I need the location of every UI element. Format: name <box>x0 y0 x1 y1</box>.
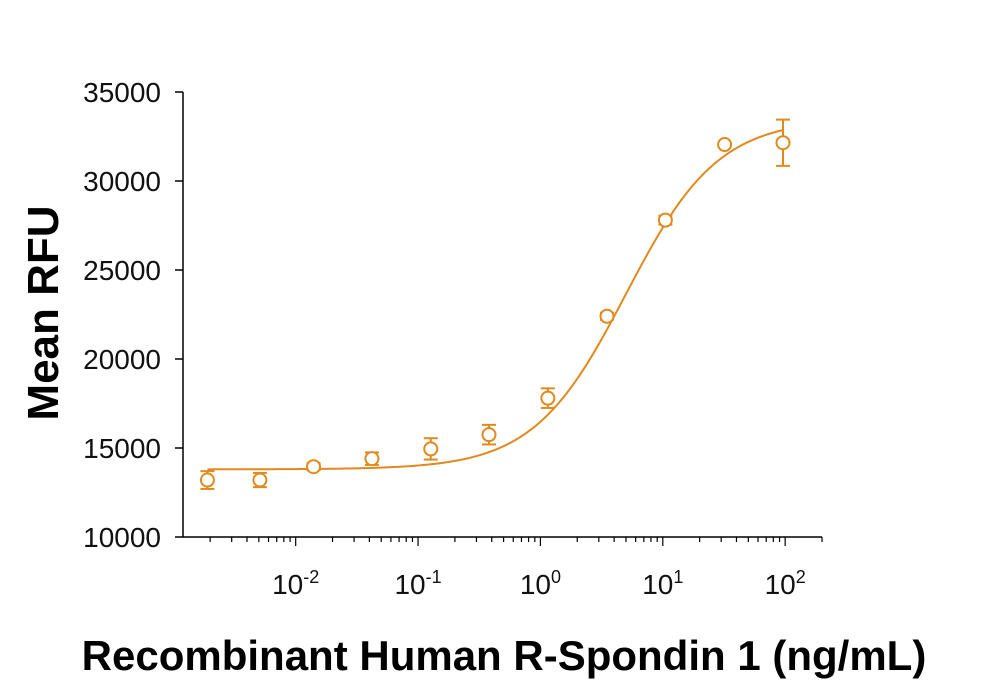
point-marker <box>657 212 673 228</box>
point-marker <box>306 459 322 475</box>
data-point <box>540 387 556 409</box>
y-tick-label: 15000 <box>83 433 161 464</box>
x-tick-label: 102 <box>765 567 806 600</box>
data-point <box>252 471 268 489</box>
y-axis-title: Mean RFU <box>19 205 68 420</box>
point-marker <box>599 308 615 324</box>
data-point <box>306 459 322 475</box>
y-tick-label: 20000 <box>83 344 161 375</box>
fit-curve <box>207 129 784 471</box>
point-marker <box>364 451 380 467</box>
y-tick-label: 10000 <box>83 522 161 553</box>
x-tick-label: 101 <box>642 567 683 600</box>
data-point <box>423 437 439 461</box>
point-marker <box>423 441 439 457</box>
y-tick-label: 35000 <box>83 77 161 108</box>
x-tick-label: 10-1 <box>394 567 441 600</box>
x-tick-label: 10-2 <box>272 567 319 600</box>
data-points <box>199 118 791 490</box>
y-ticks: 10000 15000 20000 25000 30000 35000 <box>83 77 183 553</box>
data-point <box>364 451 380 467</box>
data-point <box>657 212 673 228</box>
data-point <box>717 137 733 153</box>
point-marker <box>252 472 268 488</box>
data-point <box>775 118 791 167</box>
point-marker <box>717 137 733 153</box>
point-marker <box>199 472 215 488</box>
x-ticks: 10-2 10-1 100 101 102 <box>209 537 823 600</box>
point-marker <box>775 135 791 151</box>
data-point <box>199 470 215 490</box>
data-point <box>481 423 497 446</box>
y-tick-label: 30000 <box>83 166 161 197</box>
x-axis-title: Recombinant Human R-Spondin 1 (ng/mL) <box>82 632 927 679</box>
y-tick-label: 25000 <box>83 255 161 286</box>
data-point <box>599 308 615 324</box>
x-tick-label: 100 <box>520 567 561 600</box>
point-marker <box>540 390 556 406</box>
point-marker <box>481 427 497 443</box>
axes <box>182 92 822 538</box>
